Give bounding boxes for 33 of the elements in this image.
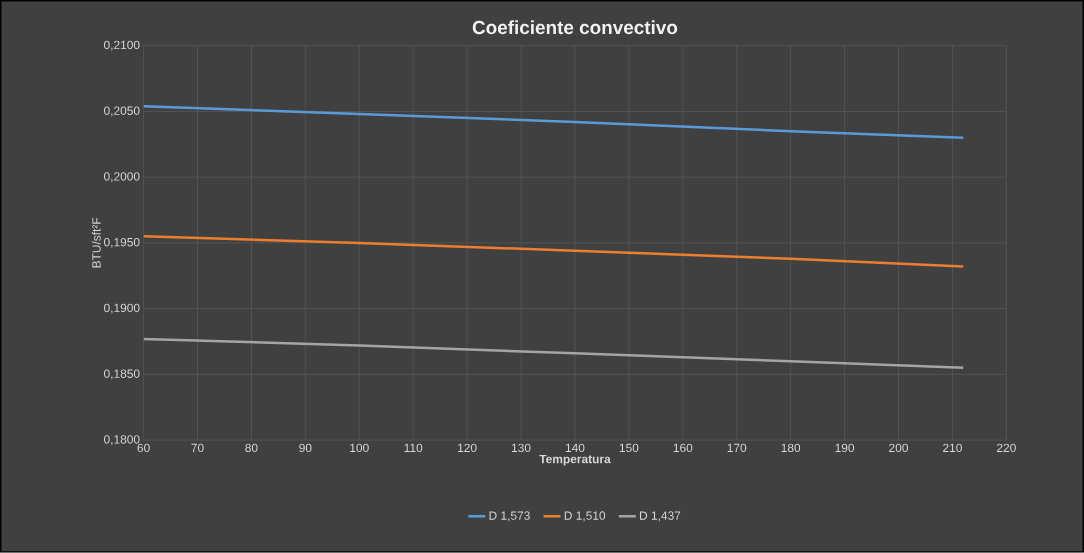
- x-axis-title: Temperatura: [539, 455, 611, 466]
- y-tick-label: 0,1950: [104, 238, 140, 248]
- x-tick-label: 200: [889, 443, 909, 453]
- line-series: [143, 235, 965, 268]
- y-tick-label: 0,2050: [104, 106, 140, 117]
- line-series: [143, 105, 965, 140]
- x-tick-label: 180: [781, 443, 801, 453]
- y-tick-label: 0,1900: [104, 303, 140, 314]
- x-tick-label: 130: [511, 443, 531, 453]
- y-tick-label: 0,2100: [104, 40, 140, 51]
- x-tick-label: 60: [137, 443, 150, 453]
- x-tick-label: 150: [619, 443, 639, 453]
- legend-label: D 1,437: [640, 511, 681, 522]
- x-tick-label: 80: [245, 443, 258, 453]
- x-tick-label: 110: [404, 443, 423, 453]
- x-tick-label: 220: [997, 443, 1016, 453]
- y-tick-label: 0,1850: [104, 369, 140, 380]
- y-axis-title: BTU/sft²F: [91, 217, 101, 268]
- x-tick-label: 100: [350, 443, 369, 453]
- legend-label: D 1,573: [489, 511, 530, 522]
- x-tick-label: 140: [565, 443, 585, 453]
- x-tick-label: 210: [943, 443, 962, 453]
- y-tick-label: 0,1800: [104, 435, 140, 446]
- legend-label: D 1,510: [564, 511, 606, 522]
- x-tick-label: 170: [727, 443, 747, 453]
- x-tick-label: 160: [673, 443, 693, 453]
- x-tick-label: 90: [299, 443, 312, 453]
- x-tick-label: 120: [458, 443, 477, 453]
- x-tick-label: 190: [835, 443, 855, 453]
- y-tick-label: 0,2000: [104, 172, 140, 183]
- line-series: [143, 337, 965, 370]
- x-tick-label: 70: [191, 443, 204, 453]
- chart-title: Coeficiente convectivo: [472, 20, 678, 35]
